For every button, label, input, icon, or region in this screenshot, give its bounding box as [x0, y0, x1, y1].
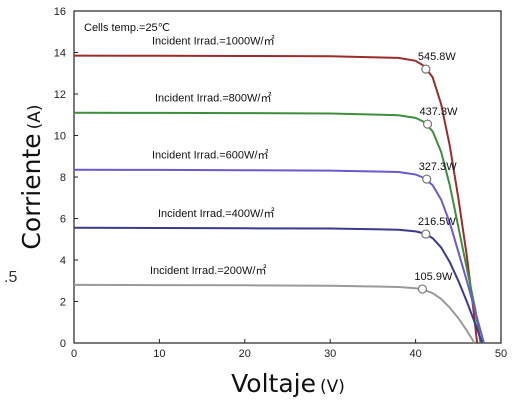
- side-text: .5: [4, 269, 17, 286]
- x-tick-label: 20: [239, 348, 251, 360]
- mpp-marker: [422, 174, 432, 184]
- mpp-marker: [417, 284, 428, 294]
- axis-ticks: 0 10 20 30 40 50 0 2 4 6 8 10 12 14 16: [54, 6, 507, 360]
- series-name-label: Incident Irrad.=800W/㎡: [155, 92, 271, 105]
- curves: [73, 54, 485, 344]
- y-axis-unit: (A): [25, 104, 45, 129]
- mpp-power-label: 545.8W: [418, 51, 457, 63]
- y-tick-label: 12: [54, 89, 66, 101]
- y-tick-label: 8: [60, 172, 66, 184]
- mpp-power-label: 216.5W: [418, 216, 457, 228]
- x-axis-label: Voltaje: [231, 369, 316, 398]
- x-tick-label: 0: [71, 348, 77, 360]
- y-axis-title: Corriente (A): [17, 104, 46, 249]
- y-tick-label: 16: [54, 6, 66, 18]
- series-name-label: Incident Irrad.=1000W/㎡: [152, 35, 275, 48]
- mpp-power-label: 105.9W: [414, 271, 453, 283]
- x-tick-label: 10: [153, 348, 165, 360]
- mpp-marker: [421, 64, 431, 74]
- x-axis-title: Voltaje (V): [231, 369, 345, 398]
- series-name-label: Incident Irrad.=200W/㎡: [150, 264, 266, 277]
- x-axis-unit: (V): [320, 377, 345, 397]
- temperature-annotation: Cells temp.=25℃: [84, 22, 170, 34]
- y-tick-label: 6: [60, 214, 66, 226]
- mpp-marker: [422, 119, 433, 129]
- x-tick-label: 40: [409, 348, 421, 360]
- y-tick-label: 14: [54, 48, 66, 60]
- mpp-power-label: 437.3W: [420, 106, 459, 118]
- curve-labels: 545.8W Incident Irrad.=1000W/㎡ 437.3W Incid…: [150, 35, 458, 283]
- x-tick-label: 30: [324, 348, 336, 360]
- series-name-label: Incident Irrad.=600W/㎡: [152, 149, 268, 162]
- series-name-label: Incident Irrad.=400W/㎡: [158, 207, 274, 220]
- mpp-power-label: 327.3W: [419, 161, 458, 173]
- y-tick-label: 4: [60, 255, 66, 267]
- y-tick-label: 10: [54, 131, 66, 143]
- y-tick-label: 0: [60, 338, 66, 350]
- y-tick-label: 2: [60, 297, 66, 309]
- x-tick-label: 50: [495, 348, 507, 360]
- mpp-marker: [421, 229, 431, 239]
- y-axis-label: Corriente: [17, 133, 46, 249]
